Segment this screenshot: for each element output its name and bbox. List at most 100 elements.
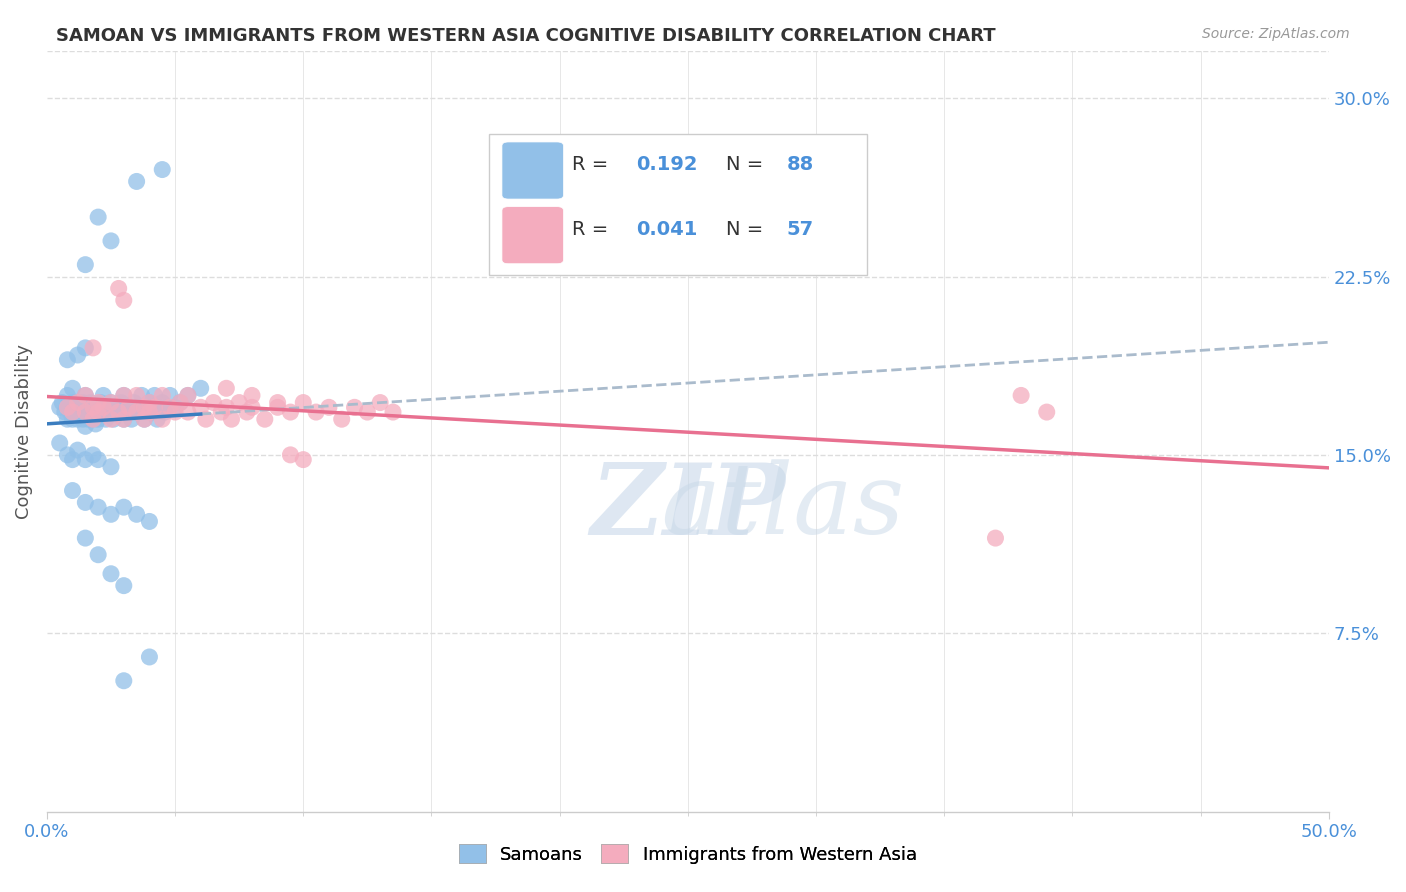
Point <box>110 395 132 409</box>
Point <box>105 401 128 415</box>
Text: 57: 57 <box>786 220 814 239</box>
Point <box>280 405 302 419</box>
Point <box>56 388 79 402</box>
Point <box>84 405 107 419</box>
Point <box>66 348 89 362</box>
Point <box>190 381 212 395</box>
Point <box>69 405 91 419</box>
Point <box>100 234 122 248</box>
Point <box>56 448 79 462</box>
Point <box>115 405 138 419</box>
Point <box>143 388 166 402</box>
Point <box>266 395 288 409</box>
Point <box>77 412 100 426</box>
Point <box>59 405 82 419</box>
Point <box>100 459 122 474</box>
Point <box>112 388 135 402</box>
Point <box>103 412 125 426</box>
Point <box>228 395 250 409</box>
FancyBboxPatch shape <box>502 142 564 199</box>
Text: R =: R = <box>572 155 609 174</box>
Point <box>169 395 191 409</box>
Point <box>75 258 97 272</box>
Point <box>107 281 129 295</box>
Point <box>112 388 135 402</box>
Point <box>62 412 84 426</box>
Point <box>62 405 84 419</box>
Point <box>221 412 243 426</box>
Point <box>138 515 160 529</box>
Point <box>63 401 86 415</box>
Point <box>177 405 200 419</box>
Point <box>87 500 110 515</box>
Point <box>100 508 122 522</box>
Text: 88: 88 <box>786 155 814 174</box>
Point <box>72 395 94 409</box>
Y-axis label: Cognitive Disability: Cognitive Disability <box>15 343 32 518</box>
Point <box>1010 388 1032 402</box>
Point <box>240 388 263 402</box>
Point <box>131 388 153 402</box>
Point <box>75 531 97 545</box>
Point <box>266 401 288 415</box>
Point <box>368 395 391 409</box>
Point <box>141 405 163 419</box>
Point <box>138 395 160 409</box>
Point <box>1035 405 1057 419</box>
Point <box>87 210 110 224</box>
Point <box>318 401 340 415</box>
Point <box>150 395 173 409</box>
Point <box>343 401 366 415</box>
Point <box>87 452 110 467</box>
Point <box>153 405 176 419</box>
Point <box>77 401 100 415</box>
Text: atlas: atlas <box>471 459 904 555</box>
Point <box>75 419 97 434</box>
Point <box>94 412 117 426</box>
Point <box>165 405 187 419</box>
Point <box>125 508 148 522</box>
Point <box>118 401 141 415</box>
FancyBboxPatch shape <box>489 135 868 275</box>
Point <box>62 483 84 498</box>
Point <box>159 388 181 402</box>
Point <box>177 388 200 402</box>
Point <box>97 401 120 415</box>
Point <box>112 412 135 426</box>
Point <box>51 395 73 409</box>
Point <box>135 401 157 415</box>
Point <box>112 500 135 515</box>
Point <box>87 395 110 409</box>
Point <box>128 401 150 415</box>
Point <box>112 412 135 426</box>
Point <box>159 401 181 415</box>
Point <box>138 650 160 665</box>
Point <box>56 412 79 426</box>
Point <box>66 395 89 409</box>
Text: ZIP: ZIP <box>591 458 786 556</box>
Text: N =: N = <box>727 155 763 174</box>
Point <box>107 405 129 419</box>
Point <box>91 388 114 402</box>
Point <box>72 412 94 426</box>
Text: N =: N = <box>727 220 763 239</box>
Text: 0.041: 0.041 <box>637 220 697 239</box>
Point <box>112 579 135 593</box>
Point <box>169 395 191 409</box>
Point <box>56 352 79 367</box>
Point <box>69 401 91 415</box>
Point <box>62 381 84 395</box>
Point <box>177 388 200 402</box>
Point <box>121 412 143 426</box>
Point <box>87 405 110 419</box>
Point <box>125 388 148 402</box>
Point <box>125 405 148 419</box>
Point <box>63 405 86 419</box>
Text: Source: ZipAtlas.com: Source: ZipAtlas.com <box>1202 27 1350 41</box>
Point <box>87 401 110 415</box>
Text: SAMOAN VS IMMIGRANTS FROM WESTERN ASIA COGNITIVE DISABILITY CORRELATION CHART: SAMOAN VS IMMIGRANTS FROM WESTERN ASIA C… <box>56 27 995 45</box>
Point <box>280 448 302 462</box>
Point <box>82 448 104 462</box>
Point <box>75 388 97 402</box>
Point <box>62 395 84 409</box>
